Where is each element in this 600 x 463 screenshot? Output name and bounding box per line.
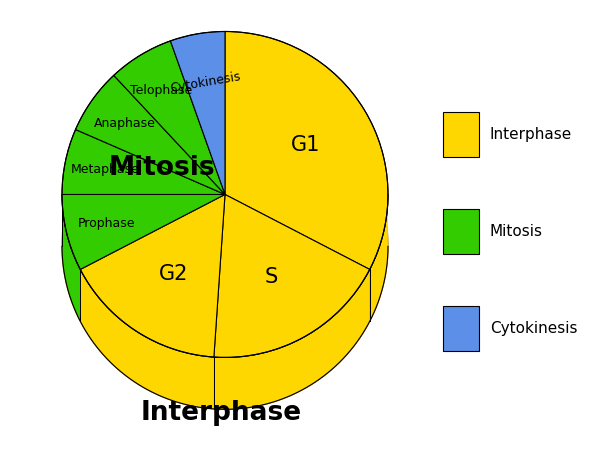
Bar bbox=[443, 306, 479, 351]
Wedge shape bbox=[76, 75, 225, 194]
Text: Cytokinesis: Cytokinesis bbox=[490, 321, 577, 336]
Wedge shape bbox=[62, 194, 225, 269]
Wedge shape bbox=[225, 31, 388, 269]
Polygon shape bbox=[214, 269, 370, 409]
Text: S: S bbox=[265, 267, 278, 287]
Wedge shape bbox=[62, 130, 225, 194]
Wedge shape bbox=[80, 194, 225, 357]
Text: Mitosis: Mitosis bbox=[109, 155, 215, 181]
Text: Cytokinesis: Cytokinesis bbox=[169, 69, 242, 94]
Text: Mitosis: Mitosis bbox=[490, 224, 543, 239]
Text: Interphase: Interphase bbox=[490, 127, 572, 142]
Text: G1: G1 bbox=[291, 135, 320, 156]
Text: Interphase: Interphase bbox=[141, 400, 302, 426]
Wedge shape bbox=[114, 41, 225, 194]
Text: Telophase: Telophase bbox=[130, 83, 193, 96]
Text: Prophase: Prophase bbox=[77, 217, 135, 230]
Text: G2: G2 bbox=[158, 263, 188, 283]
Polygon shape bbox=[370, 187, 388, 321]
Wedge shape bbox=[170, 31, 225, 194]
Wedge shape bbox=[214, 194, 370, 357]
Bar bbox=[443, 112, 479, 157]
Ellipse shape bbox=[62, 83, 388, 409]
Bar bbox=[443, 209, 479, 254]
Text: Anaphase: Anaphase bbox=[94, 118, 156, 131]
Polygon shape bbox=[62, 194, 80, 321]
Text: Metaphase: Metaphase bbox=[71, 163, 140, 176]
Polygon shape bbox=[80, 269, 214, 409]
